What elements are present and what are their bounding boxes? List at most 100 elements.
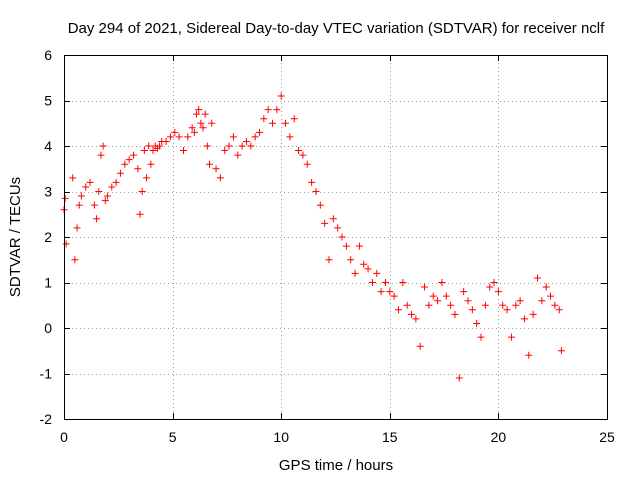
y-tick-label: 6 bbox=[44, 47, 52, 63]
data-point bbox=[216, 174, 224, 182]
data-point bbox=[145, 142, 153, 150]
data-point bbox=[399, 279, 407, 286]
data-point bbox=[269, 119, 277, 127]
x-tick-label: 25 bbox=[599, 429, 615, 445]
data-point bbox=[557, 347, 565, 355]
data-point bbox=[201, 110, 209, 118]
y-tick-label: 5 bbox=[44, 93, 52, 109]
data-point bbox=[199, 124, 207, 132]
data-point bbox=[190, 128, 198, 136]
data-point bbox=[412, 315, 420, 323]
data-point bbox=[533, 274, 541, 282]
data-point bbox=[494, 288, 502, 296]
data-point bbox=[547, 292, 555, 300]
data-point bbox=[321, 219, 329, 227]
data-point bbox=[242, 137, 250, 145]
y-tick-label: -2 bbox=[40, 411, 53, 427]
data-point bbox=[303, 160, 311, 168]
y-axis-title: SDTVAR / TECUs bbox=[7, 177, 24, 297]
data-point bbox=[299, 151, 307, 159]
data-point bbox=[225, 142, 233, 150]
x-tick-label: 10 bbox=[273, 429, 289, 445]
data-point bbox=[386, 288, 394, 296]
data-point bbox=[325, 256, 333, 264]
data-point bbox=[360, 260, 368, 268]
data-point bbox=[195, 106, 203, 114]
data-point bbox=[290, 115, 298, 123]
data-point bbox=[136, 210, 144, 218]
data-point bbox=[130, 151, 138, 159]
data-point bbox=[156, 142, 164, 150]
data-point bbox=[112, 178, 120, 186]
data-point bbox=[434, 297, 442, 305]
data-point bbox=[212, 165, 220, 173]
y-tick-label: -1 bbox=[40, 366, 53, 382]
data-point bbox=[162, 137, 170, 145]
data-point bbox=[77, 192, 85, 200]
chart-title: Day 294 of 2021, Sidereal Day-to-day VTE… bbox=[68, 20, 605, 37]
data-point bbox=[503, 306, 511, 314]
data-point bbox=[538, 297, 546, 305]
data-point bbox=[438, 279, 446, 286]
y-tick-label: 2 bbox=[44, 229, 52, 245]
data-point bbox=[512, 301, 520, 309]
data-point bbox=[468, 306, 476, 314]
data-point bbox=[338, 233, 346, 241]
x-tick-label: 20 bbox=[491, 429, 507, 445]
data-point bbox=[342, 242, 350, 250]
data-point bbox=[188, 124, 196, 132]
data-point bbox=[255, 128, 263, 136]
data-point bbox=[368, 279, 376, 286]
data-point bbox=[381, 279, 389, 286]
data-point bbox=[86, 178, 94, 186]
data-point bbox=[499, 301, 507, 309]
data-point bbox=[264, 106, 272, 114]
data-point bbox=[334, 224, 342, 232]
data-point bbox=[473, 319, 481, 327]
data-point bbox=[447, 301, 455, 309]
data-point bbox=[125, 156, 133, 164]
data-point bbox=[101, 197, 109, 205]
y-tick-label: 0 bbox=[44, 320, 52, 336]
data-point bbox=[229, 133, 237, 141]
data-point bbox=[95, 188, 103, 195]
data-point bbox=[234, 151, 242, 159]
plot-frame bbox=[64, 55, 608, 420]
data-point bbox=[394, 306, 402, 314]
data-point bbox=[308, 178, 316, 186]
x-tick-label: 0 bbox=[60, 429, 68, 445]
x-tick-label: 15 bbox=[382, 429, 398, 445]
data-point bbox=[116, 169, 124, 177]
data-point bbox=[329, 215, 337, 223]
data-point bbox=[555, 306, 563, 314]
data-point bbox=[542, 283, 550, 291]
data-point bbox=[408, 310, 416, 318]
data-point bbox=[316, 201, 324, 209]
data-point bbox=[140, 147, 148, 155]
data-point bbox=[62, 240, 70, 248]
data-point bbox=[403, 301, 411, 309]
data-point bbox=[442, 292, 450, 300]
data-point bbox=[134, 165, 142, 173]
data-point bbox=[429, 292, 437, 300]
data-point bbox=[416, 342, 424, 350]
data-point bbox=[221, 147, 229, 155]
data-point bbox=[377, 288, 385, 296]
data-point bbox=[121, 160, 129, 168]
data-point bbox=[490, 279, 498, 286]
data-point bbox=[282, 119, 290, 127]
data-point bbox=[208, 119, 216, 127]
y-tick-label: 3 bbox=[44, 184, 52, 200]
data-point bbox=[486, 283, 494, 291]
y-tick-label: 1 bbox=[44, 275, 52, 291]
y-axis-tick-labels: -2 -1 0 1 2 3 4 5 6 bbox=[40, 47, 53, 427]
data-point bbox=[295, 147, 303, 155]
data-point bbox=[138, 188, 146, 195]
data-point bbox=[251, 133, 259, 141]
data-point bbox=[286, 133, 294, 141]
data-point bbox=[149, 147, 157, 155]
data-point bbox=[171, 128, 179, 136]
data-point bbox=[364, 265, 372, 273]
data-point bbox=[351, 269, 359, 277]
